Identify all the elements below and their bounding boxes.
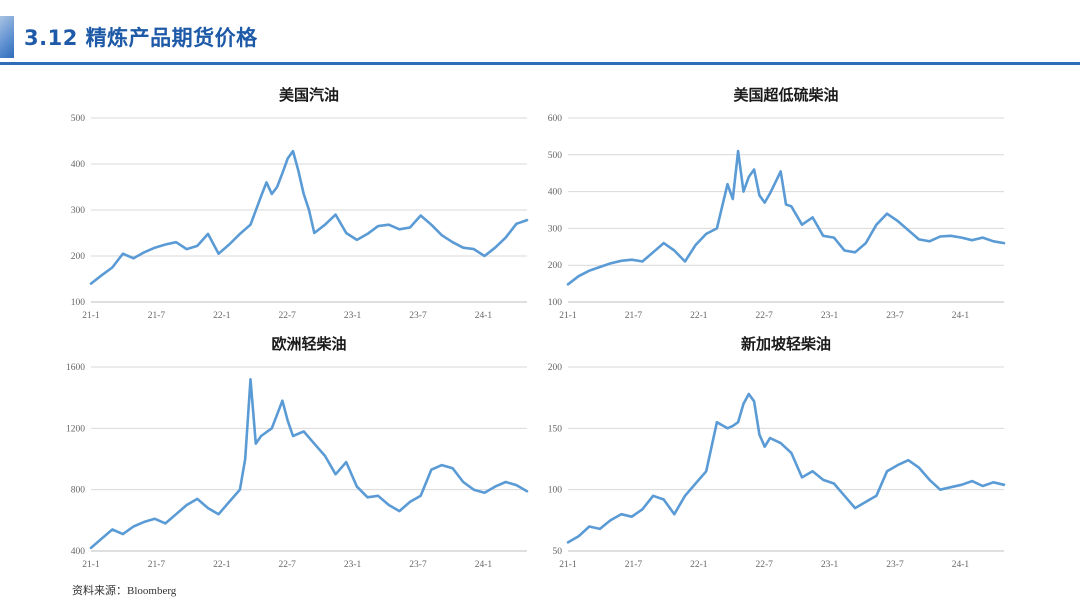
x-tick-label: 23-7 [886, 311, 904, 321]
y-tick-label: 200 [548, 363, 563, 373]
x-tick-label: 22-7 [755, 560, 773, 570]
x-tick-label: 23-1 [344, 560, 362, 570]
y-tick-label: 100 [548, 486, 563, 496]
y-tick-label: 400 [71, 160, 86, 170]
x-tick-label: 21-7 [148, 311, 166, 321]
x-tick-label: 21-1 [82, 311, 100, 321]
y-tick-label: 400 [548, 188, 563, 198]
y-tick-label: 200 [71, 252, 86, 262]
x-tick-label: 21-1 [559, 560, 577, 570]
chart-title: 欧洲轻柴油 [271, 335, 346, 353]
title-accent-block [0, 16, 14, 58]
x-tick-label: 22-1 [690, 560, 708, 570]
x-tick-label: 21-7 [625, 560, 643, 570]
chart-panel-3: 欧洲轻柴油 400 800 1200 1600 21-1 21-7 22-1 22-7 23-1 2… [66, 335, 529, 570]
x-tick-label: 22-1 [213, 311, 231, 321]
x-tick-label: 22-1 [213, 560, 231, 570]
x-tick-label: 23-7 [886, 560, 904, 570]
x-tick-label: 23-1 [344, 311, 362, 321]
y-tick-label: 1600 [66, 363, 85, 373]
x-tick-label: 24-1 [475, 311, 493, 321]
series-line-1 [566, 149, 1006, 286]
x-tick-label: 21-7 [625, 311, 643, 321]
x-tick-label: 22-7 [278, 311, 296, 321]
x-tick-label: 23-1 [821, 560, 839, 570]
y-tick-label: 500 [71, 114, 86, 124]
y-tick-label: 100 [548, 298, 563, 308]
y-tick-label: 100 [71, 298, 86, 308]
y-tick-label: 300 [71, 206, 86, 216]
y-tick-label: 1200 [66, 424, 85, 434]
x-tick-label: 23-7 [409, 311, 427, 321]
y-tick-label: 300 [548, 224, 563, 234]
x-tick-label: 23-1 [821, 311, 839, 321]
x-tick-label: 22-7 [278, 560, 296, 570]
y-tick-label: 600 [548, 114, 563, 124]
x-tick-label: 22-1 [690, 311, 708, 321]
x-tick-label: 24-1 [952, 560, 970, 570]
header-divider [0, 62, 1080, 65]
series-line-1 [566, 392, 1006, 544]
y-tick-label: 800 [71, 486, 86, 496]
y-tick-label: 500 [548, 151, 563, 161]
x-tick-label: 24-1 [475, 560, 493, 570]
series-line-1 [89, 149, 529, 285]
x-tick-label: 24-1 [952, 311, 970, 321]
x-tick-label: 22-7 [755, 311, 773, 321]
y-tick-label: 200 [548, 261, 563, 271]
x-tick-label: 23-7 [409, 560, 427, 570]
chart-title: 新加坡轻柴油 [741, 335, 831, 353]
chart-title: 美国汽油 [279, 86, 339, 104]
y-tick-label: 50 [553, 547, 563, 557]
chart-panel-4: 新加坡轻柴油 50 100 150 200 21-1 21-7 22-1 22-7 23-1 23-… [548, 335, 1006, 570]
x-tick-label: 21-7 [148, 560, 166, 570]
x-tick-label: 21-1 [82, 560, 100, 570]
x-tick-label: 21-1 [559, 311, 577, 321]
chart-title: 美国超低硫柴油 [733, 86, 838, 104]
y-tick-label: 400 [71, 547, 86, 557]
source-note: 资料来源：Bloomberg [72, 585, 177, 597]
header: 3.12 精炼产品期货价格 [0, 0, 1080, 65]
page-title: 3.12 精炼产品期货价格 [24, 26, 258, 50]
y-tick-label: 150 [548, 424, 563, 434]
series-line-1 [89, 378, 529, 550]
chart-panel-2: 美国超低硫柴油 100 200 300 400 500 600 21-1 21-7 22-1 22-… [548, 86, 1006, 321]
chart-panel-1: 美国汽油 100 200 300 400 500 21-1 21-7 22-1 22-7 23-1 2… [71, 86, 529, 321]
